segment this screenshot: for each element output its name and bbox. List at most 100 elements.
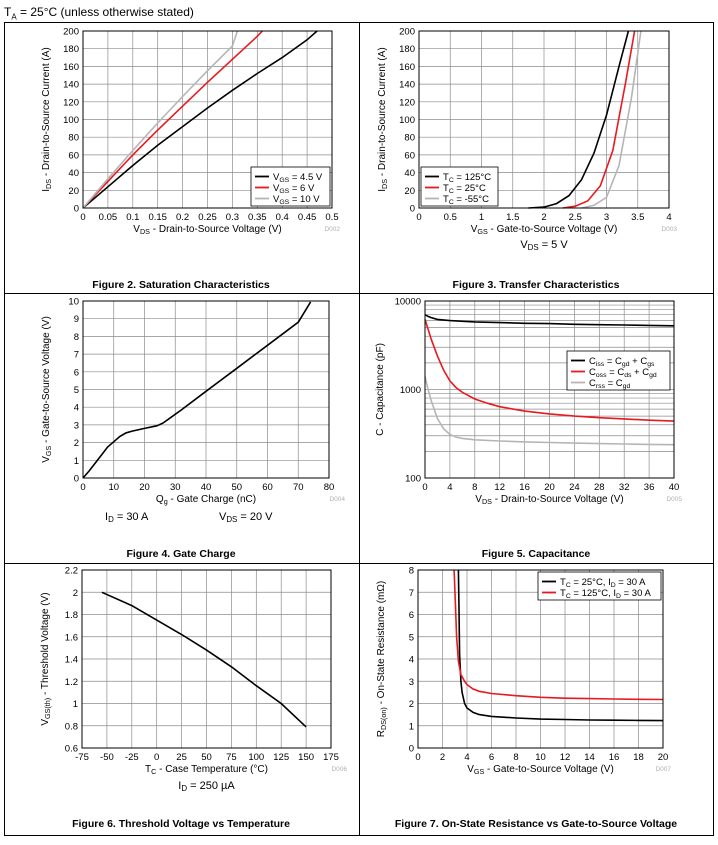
x-axis-label: TC - Case Temperature (°C) [145,764,268,776]
y-tick-label: 4 [74,403,79,414]
y-tick-label: 20 [404,186,415,197]
x-tick-label: 18 [633,752,644,763]
legend: TC = 25°C, ID = 30 ATC = 125°C, ID = 30 … [537,571,662,601]
x-axis-label: VGS - Gate-to-Source Voltage (V) [467,764,614,776]
figure-code: D002 [324,226,340,233]
x-tick-label: 10 [108,482,119,493]
x-tick-label: 2 [541,212,546,223]
y-tick-label: 2 [73,588,78,599]
x-tick-label: 30 [170,482,181,493]
gridlines [81,569,332,749]
x-tick-label: 0.15 [148,212,167,223]
y-tick-label: 160 [399,62,415,73]
x-tick-label: 10 [535,752,546,763]
cell-fig7 [359,563,714,836]
x-tick-label: 4 [447,482,452,493]
y-tick-label: 10000 [395,297,421,308]
y-tick-label: 8 [74,332,79,343]
x-tick-label: 0.5 [444,212,457,223]
x-tick-label: 50 [201,752,212,763]
x-tick-label: 8 [472,482,477,493]
y-tick-label: 1 [74,456,79,467]
y-tick-label: 140 [63,80,79,91]
chart-fig4: 0 10 20 30 40 50 60 70 80 0 1 2 3 4 5 6 7 8 9 10 Qg - Gate C… [41,297,345,561]
y-tick-label: 100 [63,115,79,126]
legend: TC = 125°CTC = 25°CTC = -55°C [420,166,499,207]
x-axis-label: Qg - Gate Charge (nC) [156,494,256,506]
y-tick-label: 200 [63,27,79,38]
figure-title: Figure 6. Threshold Voltage vs Temperatu… [72,818,290,830]
y-tick-label: 120 [399,97,415,108]
series-line [82,30,239,209]
x-tick-label: 0.05 [99,212,118,223]
series-line [424,376,675,446]
y-tick-label: 6 [74,367,79,378]
y-tick-label: 180 [63,44,79,55]
x-tick-label: 1 [479,212,484,223]
chart-fig3: 0 0.5 1 1.5 2 2.5 3 3.5 402040608010012014016018… [377,27,677,292]
plot-frame [82,300,330,479]
figure-title: Figure 5. Capacitance [482,548,591,560]
x-tick-label: 4 [666,212,671,223]
chart-fig6: -75 -50 -25 0 25 50 75 100 125 150 175 0.6 0.8 1 1.2 1.… [40,566,347,831]
x-tick-label: 0 [80,482,85,493]
x-tick-label: 2 [440,752,445,763]
y-tick-label: 80 [68,133,79,144]
x-tick-label: 32 [619,482,630,493]
figure-code: D007 [655,766,671,773]
y-tick-label: 4 [409,655,414,666]
y-tick-label: 1.2 [65,677,78,688]
y-tick-label: 160 [63,62,79,73]
x-tick-label: 75 [226,752,237,763]
figure-title: Figure 2. Saturation Characteristics [92,279,270,291]
y-tick-label: 10 [68,297,79,308]
x-tick-label: 0.35 [248,212,267,223]
y-tick-label: 2 [74,438,79,449]
y-tick-label: 0 [74,474,79,485]
x-tick-label: 16 [519,482,530,493]
x-tick-label: 1.5 [506,212,519,223]
x-tick-label: 20 [139,482,150,493]
x-tick-label: 70 [293,482,304,493]
y-tick-label: 60 [404,150,415,161]
figure-code: D003 [661,226,677,233]
y-axis-label: VGS - Gate-to-Source Voltage (V) [41,316,53,463]
y-tick-label: 3 [74,420,79,431]
x-tick-label: 0.45 [298,212,317,223]
series-line [82,30,263,209]
figure-code: D005 [666,496,682,503]
x-tick-label: 50 [231,482,242,493]
y-tick-label: 0 [74,204,79,215]
series-line [101,591,307,728]
legend-label: Crss = Cgd [589,378,630,390]
x-tick-label: 60 [262,482,273,493]
x-tick-label: 20 [658,752,669,763]
x-tick-label: 0 [80,212,85,223]
x-tick-label: 40 [669,482,680,493]
x-tick-label: 40 [201,482,212,493]
x-tick-label: 25 [176,752,187,763]
chart-fig2: 0 0.05 0.1 0.15 0.2 0.25 0.3 0.35 0.4 0.45 0.5 0 20 4… [41,27,340,292]
x-tick-label: 16 [609,752,620,763]
condition-note-right: VDS = 20 V [219,511,273,524]
x-tick-label: 14 [584,752,595,763]
x-tick-label: 0 [416,212,421,223]
y-tick-label: 180 [399,44,415,55]
x-tick-label: 8 [513,752,518,763]
plot-frame [82,30,333,209]
x-tick-label: 4 [464,752,469,763]
x-tick-label: -25 [125,752,139,763]
y-tick-label: 3 [409,677,414,688]
plot-frame [418,30,670,209]
series-line [82,30,318,209]
x-tick-label: 3 [604,212,609,223]
y-tick-label: 1.6 [65,632,78,643]
y-axis-label: IDS - Drain-to-Source Current (A) [377,47,389,191]
y-tick-label: 0 [410,204,415,215]
series-line [581,30,642,209]
plot-frame [424,300,675,479]
legend-label: VGS = 4.5 V [273,172,323,184]
y-tick-label: 7 [74,350,79,361]
